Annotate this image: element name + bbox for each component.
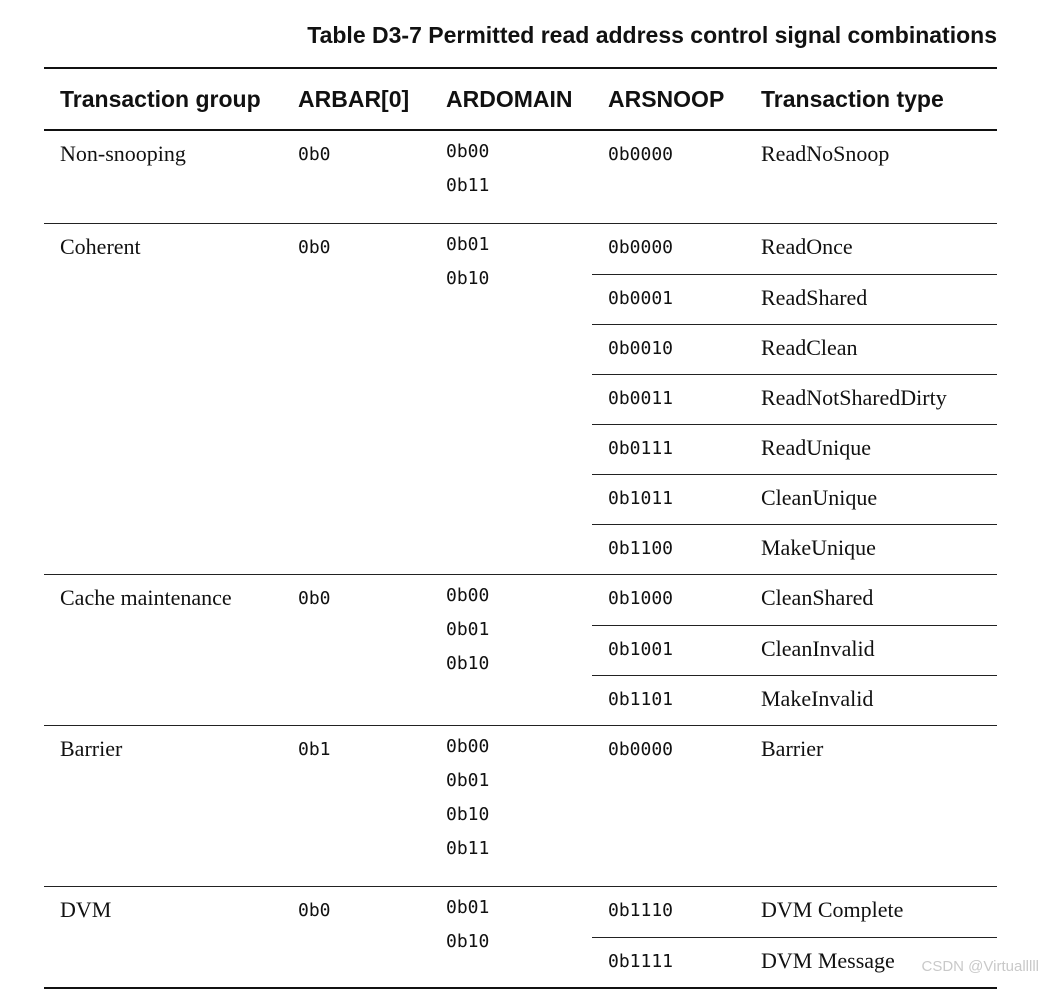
table-caption: Table D3-7 Permitted read address contro… bbox=[307, 22, 997, 48]
arbar-cell: 0b0 bbox=[298, 237, 331, 258]
table-body: Non-snooping 0b0 0b00 0b11 0b0000 ReadNoSnoop… bbox=[44, 131, 997, 987]
table-row: 0b1101 MakeInvalid bbox=[592, 675, 997, 725]
ardomain-cell: 0b00 0b11 bbox=[446, 135, 489, 203]
ardomain-value: 0b00 bbox=[446, 736, 490, 757]
table-header-row: Transaction group ARBAR[0] ARDOMAIN ARSN… bbox=[44, 69, 997, 129]
arsnoop-cell: 0b0000 bbox=[608, 739, 674, 760]
header-ardomain: ARDOMAIN bbox=[446, 86, 573, 112]
ardomain-value: 0b10 bbox=[446, 653, 490, 674]
ardomain-value: 0b00 bbox=[446, 141, 490, 162]
table-row: 0b1000 CleanShared bbox=[592, 575, 997, 624]
transaction-type-cell: ReadNoSnoop bbox=[761, 141, 890, 166]
watermark: CSDN @Virtualllll bbox=[921, 958, 1039, 975]
table-row: 0b1111 DVM Message bbox=[592, 937, 997, 987]
ardomain-value: 0b11 bbox=[446, 838, 490, 859]
arsnoop-cell: 0b1001 bbox=[608, 639, 674, 660]
table-group: Cache maintenance 0b0 0b00 0b01 0b10 0b1000 Cl… bbox=[44, 574, 997, 725]
arsnoop-cell: 0b1000 bbox=[608, 588, 674, 609]
table-row: 0b1110 DVM Complete bbox=[592, 887, 997, 936]
transaction-type-cell: ReadUnique bbox=[761, 435, 871, 460]
header-rule bbox=[44, 129, 997, 131]
table-group: Coherent 0b0 0b01 0b10 0b0000 ReadOnce 0b0001 R… bbox=[44, 223, 997, 574]
table-row: 0b1001 CleanInvalid bbox=[592, 625, 997, 675]
arsnoop-cell: 0b0011 bbox=[608, 388, 674, 409]
header-arsnoop: ARSNOOP bbox=[608, 86, 725, 112]
ardomain-cell: 0b00 0b01 0b10 0b11 bbox=[446, 730, 489, 866]
ardomain-value: 0b01 bbox=[446, 770, 490, 791]
transaction-group-cell: Coherent bbox=[60, 234, 141, 259]
table-row: 0b1100 MakeUnique bbox=[592, 524, 997, 574]
table-row: 0b0000 ReadOnce bbox=[592, 224, 997, 273]
table-group: DVM 0b0 0b01 0b10 0b1110 DVM Complete 0b1111 DV… bbox=[44, 886, 997, 987]
table-group: Barrier 0b1 0b00 0b01 0b10 0b11 0b0000 Barrier bbox=[44, 725, 997, 886]
arsnoop-cell: 0b1110 bbox=[608, 900, 674, 921]
arsnoop-cell: 0b1111 bbox=[608, 951, 674, 972]
transaction-type-cell: ReadNotSharedDirty bbox=[761, 385, 947, 410]
ardomain-value: 0b00 bbox=[446, 585, 490, 606]
header-transaction-group: Transaction group bbox=[60, 86, 261, 112]
transaction-group-cell: DVM bbox=[60, 897, 112, 922]
ardomain-value: 0b11 bbox=[446, 175, 490, 196]
table-row: 0b0111 ReadUnique bbox=[592, 424, 997, 474]
arbar-cell: 0b0 bbox=[298, 588, 331, 609]
table-row: 0b0000 Barrier bbox=[592, 726, 997, 775]
transaction-group-cell: Cache maintenance bbox=[60, 585, 232, 610]
transaction-type-cell: CleanUnique bbox=[761, 485, 878, 510]
ardomain-value: 0b01 bbox=[446, 234, 490, 255]
arsnoop-cell: 0b0001 bbox=[608, 288, 674, 309]
ardomain-value: 0b01 bbox=[446, 897, 490, 918]
header-transaction-type: Transaction type bbox=[761, 86, 944, 112]
transaction-type-cell: ReadOnce bbox=[761, 234, 853, 259]
transaction-type-cell: DVM Complete bbox=[761, 897, 904, 922]
ardomain-cell: 0b00 0b01 0b10 bbox=[446, 579, 489, 681]
ardomain-value: 0b10 bbox=[446, 804, 490, 825]
arsnoop-cell: 0b0010 bbox=[608, 338, 674, 359]
top-rule bbox=[44, 67, 997, 69]
arsnoop-cell: 0b0111 bbox=[608, 438, 674, 459]
transaction-type-cell: ReadClean bbox=[761, 335, 858, 360]
transaction-type-cell: CleanInvalid bbox=[761, 636, 875, 661]
arbar-cell: 0b0 bbox=[298, 900, 331, 921]
table-row: 0b1011 CleanUnique bbox=[592, 474, 997, 524]
table-row: 0b0010 ReadClean bbox=[592, 324, 997, 374]
arbar-cell: 0b1 bbox=[298, 739, 331, 760]
transaction-type-cell: ReadShared bbox=[761, 285, 868, 310]
ardomain-value: 0b01 bbox=[446, 619, 490, 640]
transaction-type-cell: DVM Message bbox=[761, 948, 895, 973]
ardomain-cell: 0b01 0b10 bbox=[446, 228, 489, 296]
table-row: 0b0001 ReadShared bbox=[592, 274, 997, 324]
transaction-group-cell: Barrier bbox=[60, 736, 123, 761]
table-row: 0b0011 ReadNotSharedDirty bbox=[592, 374, 997, 424]
transaction-group-cell: Non-snooping bbox=[60, 141, 186, 166]
transaction-type-cell: MakeInvalid bbox=[761, 686, 874, 711]
ardomain-cell: 0b01 0b10 bbox=[446, 891, 489, 959]
transaction-type-cell: MakeUnique bbox=[761, 535, 876, 560]
arsnoop-cell: 0b0000 bbox=[608, 144, 674, 165]
arsnoop-cell: 0b0000 bbox=[608, 237, 674, 258]
header-arbar: ARBAR[0] bbox=[298, 86, 410, 112]
arsnoop-cell: 0b1100 bbox=[608, 538, 674, 559]
arbar-cell: 0b0 bbox=[298, 144, 331, 165]
transaction-type-cell: CleanShared bbox=[761, 585, 874, 610]
table-row: 0b0000 ReadNoSnoop bbox=[592, 131, 997, 180]
arsnoop-cell: 0b1011 bbox=[608, 488, 674, 509]
ardomain-value: 0b10 bbox=[446, 931, 490, 952]
ardomain-value: 0b10 bbox=[446, 268, 490, 289]
signal-table: Transaction group ARBAR[0] ARDOMAIN ARSN… bbox=[44, 67, 997, 989]
transaction-type-cell: Barrier bbox=[761, 736, 824, 761]
arsnoop-cell: 0b1101 bbox=[608, 689, 674, 710]
table-group: Non-snooping 0b0 0b00 0b11 0b0000 ReadNoSnoop bbox=[44, 131, 997, 223]
